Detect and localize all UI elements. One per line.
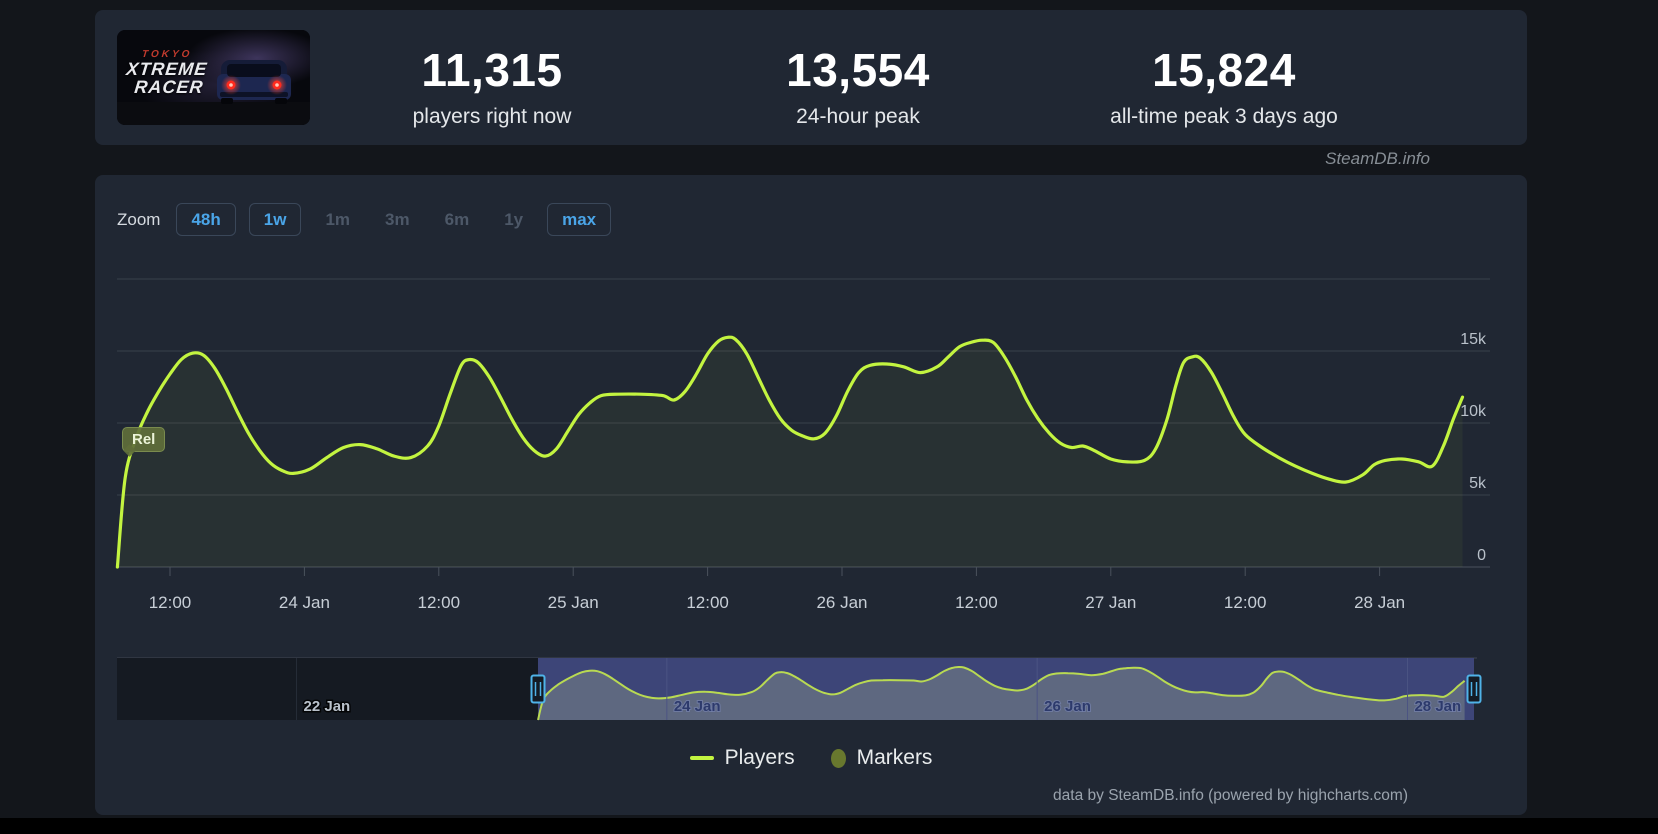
- bottom-strip: [0, 818, 1658, 834]
- zoom-range-3m: 3m: [374, 203, 421, 236]
- zoom-range-1w[interactable]: 1w: [248, 203, 302, 236]
- y-axis-label: 15k: [1460, 331, 1487, 348]
- stat-alltime-peak: 15,824 all-time peak 3 days ago: [1034, 10, 1414, 129]
- game-logo: TOKYO XTREME RACER: [124, 49, 210, 97]
- chart-card: Zoom 48h 1w 1m 3m 6m 1y max 12:00 24 Jan 1…: [95, 175, 1527, 815]
- zoom-range-max[interactable]: max: [547, 203, 612, 236]
- legend-item-players[interactable]: Players: [689, 746, 795, 770]
- navigator-series-line: [537, 665, 1466, 721]
- navigator-right-handle[interactable]: [1466, 674, 1482, 704]
- players-chart[interactable]: 12:00 24 Jan 12:00 25 Jan 12:00 26 Jan 12:00 27…: [95, 175, 1527, 815]
- y-axis-label: 0: [1477, 547, 1486, 564]
- current-players-value: 11,315: [421, 44, 563, 96]
- navigator-left-handle[interactable]: [530, 674, 546, 704]
- players-series-area: [117, 337, 1463, 567]
- current-players-label: players right now: [412, 105, 572, 128]
- navigator-left-handle-body: [530, 674, 546, 704]
- legend-item-markers[interactable]: Markers: [830, 746, 933, 770]
- navigator-date-label: 28 Jan: [1414, 698, 1461, 715]
- x-axis-label: 12:00: [686, 593, 729, 612]
- peak-24h-value: 13,554: [786, 44, 930, 96]
- zoom-range-1m: 1m: [314, 203, 361, 236]
- legend-markers-label: Markers: [856, 746, 933, 769]
- alltime-peak-value: 15,824: [1152, 44, 1296, 96]
- navigator-date-label: 26 Jan: [1044, 698, 1091, 715]
- y-axis-label: 5k: [1469, 475, 1487, 492]
- zoom-range-6m: 6m: [434, 203, 481, 236]
- chart-svg: 12:00 24 Jan 12:00 25 Jan 12:00 26 Jan 12:00 27…: [115, 278, 1490, 721]
- x-axis-label: 24 Jan: [279, 593, 330, 612]
- peak-24h-label: 24-hour peak: [796, 105, 920, 128]
- navigator-date-label: 24 Jan: [674, 698, 721, 715]
- game-capsule-image: TOKYO XTREME RACER: [117, 30, 310, 125]
- zoom-toolbar: Zoom 48h 1w 1m 3m 6m 1y max: [117, 203, 612, 236]
- game-logo-bottom: RACER: [133, 77, 205, 97]
- x-axis-label: 28 Jan: [1354, 593, 1405, 612]
- zoom-range-48h[interactable]: 48h: [176, 203, 236, 236]
- navigator-selected-area[interactable]: [538, 658, 1474, 720]
- stats-card: TOKYO XTREME RACER 11,315 players right …: [95, 10, 1527, 145]
- x-axis-label: 12:00: [149, 593, 192, 612]
- x-axis-label: 12:00: [418, 593, 461, 612]
- zoom-label: Zoom: [117, 209, 161, 229]
- steamdb-watermark: SteamDB.info: [1325, 149, 1430, 168]
- release-flag[interactable]: Rel: [122, 427, 166, 452]
- legend-players-label: Players: [724, 746, 795, 769]
- capsule-art: [117, 30, 310, 125]
- car-rear-view: [217, 60, 291, 104]
- chart-credits[interactable]: data by SteamDB.info (powered by highcha…: [1053, 787, 1408, 804]
- stat-current-players: 11,315 players right now: [302, 10, 682, 129]
- x-axis-label: 12:00: [1224, 593, 1267, 612]
- x-axis-label: 12:00: [955, 593, 998, 612]
- zoom-range-1y: 1y: [493, 203, 534, 236]
- alltime-peak-label: all-time peak 3 days ago: [1110, 105, 1338, 128]
- game-logo-mid: XTREME: [125, 59, 209, 79]
- stat-24h-peak: 13,554 24-hour peak: [668, 10, 1048, 129]
- players-line-icon: [689, 756, 714, 760]
- y-axis-label: 10k: [1460, 403, 1487, 420]
- x-axis-label: 26 Jan: [816, 593, 867, 612]
- x-axis-label: 25 Jan: [548, 593, 599, 612]
- chart-legend: Players Markers: [95, 746, 1527, 770]
- x-axis-label: 27 Jan: [1085, 593, 1136, 612]
- players-series-line[interactable]: [115, 335, 1465, 569]
- navigator-right-handle-body: [1466, 674, 1482, 704]
- markers-dot-icon: [830, 748, 846, 768]
- navigator-series-area: [538, 666, 1465, 720]
- navigator-date-label: 22 Jan: [304, 698, 351, 715]
- navigator-unselected-area[interactable]: [117, 658, 538, 720]
